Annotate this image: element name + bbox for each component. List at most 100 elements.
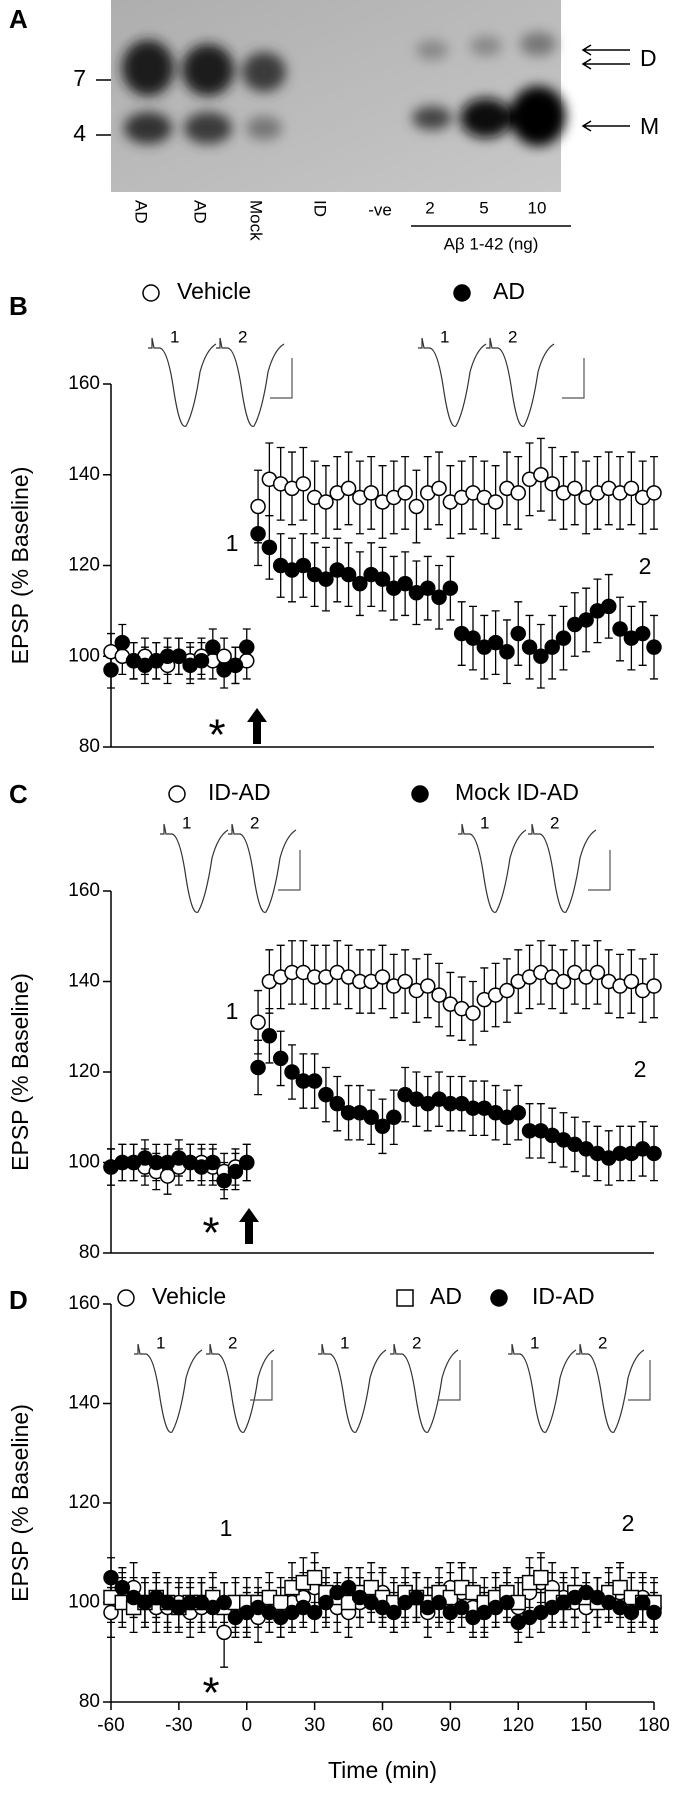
scale-bar: [588, 850, 611, 891]
data-point: [487, 634, 504, 651]
y-tick-label: 120: [68, 1061, 100, 1082]
data-point: [510, 485, 526, 501]
data-point: [510, 1104, 526, 1121]
data-point: [465, 1005, 481, 1021]
data-point: [250, 1059, 266, 1076]
data-point: [352, 575, 368, 592]
epsp-trace: [318, 1343, 387, 1433]
data-point: [567, 480, 583, 497]
legend-label: AD: [493, 278, 525, 304]
legend-label: ID-AD: [208, 779, 271, 805]
lane-label: ID: [311, 200, 330, 217]
y-tick-label: 80: [79, 736, 100, 757]
data-point: [272, 1050, 289, 1067]
epsp-trace: [576, 1343, 645, 1433]
x-tick-label: 60: [372, 1715, 393, 1736]
panel-label: B: [9, 291, 28, 321]
data-point: [646, 978, 662, 994]
lane-label: 10: [528, 198, 547, 217]
epsp-trace: [390, 1343, 459, 1433]
data-point: [465, 1584, 481, 1601]
legend-marker: [396, 1289, 414, 1307]
asterisk: *: [208, 711, 225, 760]
data-point: [216, 1624, 232, 1641]
trace-label: 2: [550, 813, 559, 832]
y-tick-label: 140: [68, 971, 100, 992]
blot-image: [111, 0, 561, 192]
data-point: [453, 1599, 470, 1616]
data-point: [193, 653, 210, 669]
data-point: [623, 1604, 640, 1621]
data-point: [250, 1014, 266, 1030]
legend-label: ID-AD: [532, 1283, 595, 1309]
annotation: 2: [622, 1510, 635, 1536]
epsp-trace: [216, 337, 285, 427]
data-point: [646, 639, 662, 655]
data-point: [250, 525, 266, 542]
lane-label: Mock: [247, 200, 266, 241]
data-point: [465, 630, 481, 646]
trace-label: 2: [508, 327, 517, 346]
trace-label: 1: [340, 1333, 349, 1352]
y-tick-label: 100: [68, 1152, 100, 1173]
data-point: [103, 662, 119, 678]
annotation: 1: [226, 530, 239, 556]
x-tick-label: 120: [502, 1715, 534, 1736]
epsp-trace: [160, 823, 229, 913]
y-axis-label: EPSP (% Baseline): [7, 467, 33, 665]
data-point: [227, 1163, 244, 1180]
data-point: [420, 978, 436, 994]
x-axis-label: Time (min): [328, 1757, 437, 1783]
data-point: [295, 476, 312, 492]
data-point: [431, 987, 447, 1003]
legend-label: Vehicle: [152, 1283, 226, 1309]
lane-label: 2: [425, 198, 434, 217]
data-point: [646, 1604, 662, 1621]
y-tick-label: 80: [79, 1691, 100, 1712]
trace-label: 1: [170, 327, 179, 346]
legend-label: Vehicle: [177, 278, 251, 304]
epsp-trace: [528, 823, 597, 913]
data-point: [318, 571, 334, 587]
data-point: [306, 1604, 323, 1621]
data-point: [589, 964, 606, 981]
y-tick-label: 120: [68, 555, 100, 576]
data-point: [284, 1064, 300, 1080]
data-point: [318, 494, 334, 510]
trace-label: 1: [440, 327, 449, 346]
trace-label: 1: [182, 813, 191, 832]
annotation: 1: [220, 1515, 233, 1541]
scale-bar: [628, 1360, 651, 1401]
panel-label: C: [9, 779, 28, 809]
data-point: [103, 1604, 119, 1621]
lane-label: 5: [479, 198, 488, 217]
data-point: [634, 625, 651, 642]
y-tick-label: 160: [68, 1293, 100, 1314]
epsp-trace: [148, 337, 217, 427]
annotation: 2: [634, 1056, 647, 1082]
x-tick-label: 0: [241, 1715, 252, 1736]
panel-label: A: [9, 4, 28, 34]
data-point: [363, 485, 379, 501]
data-point: [171, 648, 187, 664]
y-axis-label: EPSP (% Baseline): [7, 1404, 33, 1602]
data-point: [306, 1569, 323, 1586]
x-tick-label: 180: [638, 1715, 670, 1736]
scale-bar: [562, 358, 585, 399]
data-point: [103, 1569, 119, 1586]
data-point: [363, 1109, 379, 1125]
asterisk: *: [202, 1209, 219, 1258]
data-point: [544, 476, 560, 492]
epsp-trace: [486, 337, 555, 427]
data-point: [295, 557, 312, 574]
legend-marker: [142, 284, 160, 302]
data-point: [114, 1579, 131, 1596]
lane-label: AD: [191, 200, 210, 224]
data-point: [408, 1589, 425, 1606]
data-point: [340, 480, 357, 497]
data-point: [499, 982, 515, 999]
data-point: [533, 1569, 549, 1586]
tetanus-arrow: [247, 708, 267, 744]
data-point: [499, 643, 515, 660]
